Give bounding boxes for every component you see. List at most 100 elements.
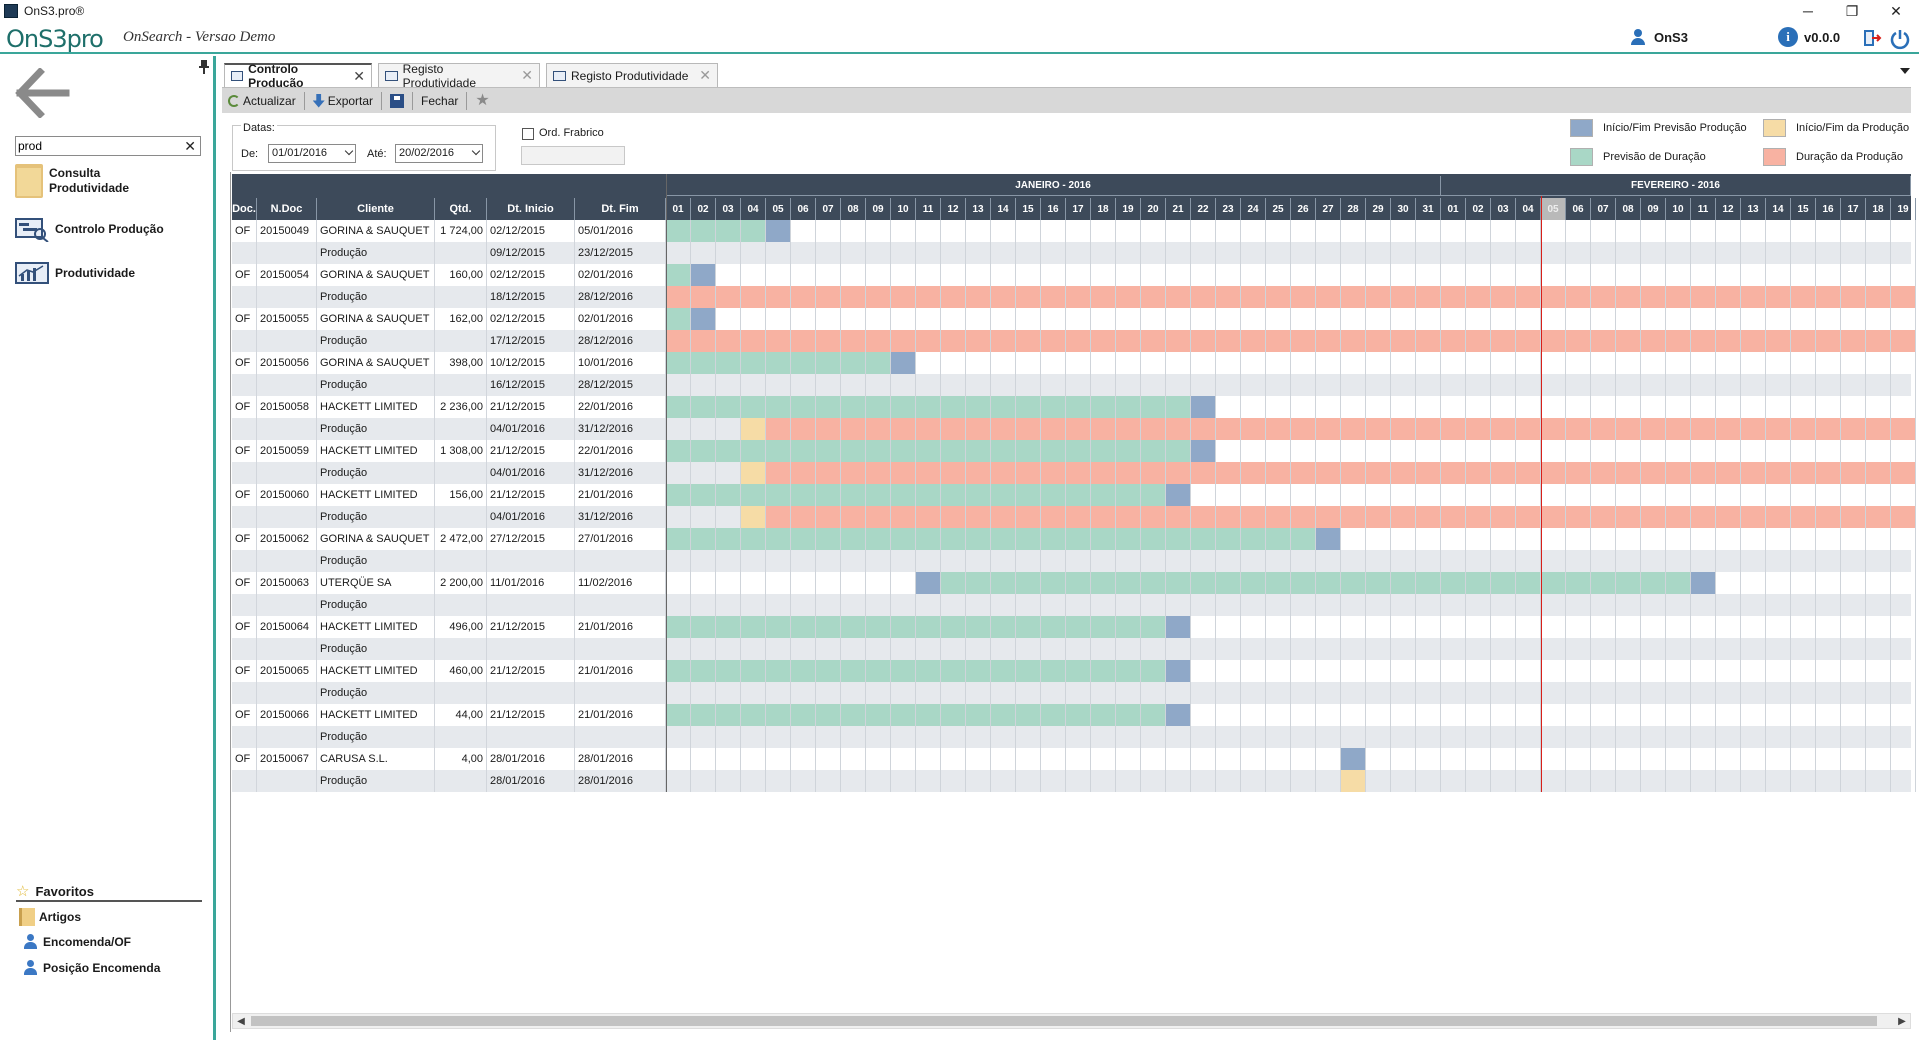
table-row[interactable]: OF 20150067 CARUSA S.L. 4,00 28/01/2016 28/01… bbox=[232, 748, 1916, 770]
table-row[interactable]: OF 20150062 GORINA & SAUQUET 2 472,00 27/12/… bbox=[232, 528, 1916, 550]
gantt-cell bbox=[1541, 440, 1566, 462]
gantt-bar-cell bbox=[741, 286, 766, 308]
table-row-producao[interactable]: Produção bbox=[232, 682, 1916, 704]
table-row-producao[interactable]: Produção 04/01/2016 31/12/2016 bbox=[232, 418, 1916, 440]
day-header: 11 bbox=[1691, 198, 1716, 220]
table-row-producao[interactable]: Produção 04/01/2016 31/12/2016 bbox=[232, 462, 1916, 484]
gantt-bar-cell bbox=[1516, 286, 1541, 308]
table-row-producao[interactable]: Produção 17/12/2015 28/12/2016 bbox=[232, 330, 1916, 352]
gantt-bar-cell bbox=[916, 660, 941, 682]
gantt-bar-cell bbox=[1241, 330, 1266, 352]
close-button[interactable]: Fechar bbox=[415, 90, 464, 112]
close-window-button[interactable]: ✕ bbox=[1890, 2, 1902, 19]
table-row-producao[interactable]: Produção 28/01/2016 28/01/2016 bbox=[232, 770, 1916, 792]
gantt-cell bbox=[1791, 264, 1816, 286]
column-header-dt-fim[interactable]: Dt. Fim bbox=[575, 198, 666, 220]
gantt-cell bbox=[941, 748, 966, 770]
exit-icon[interactable] bbox=[1862, 28, 1882, 48]
tab-registo-produtividade-2[interactable]: Registo Produtividade ✕ bbox=[546, 63, 718, 87]
table-row[interactable]: OF 20150056 GORINA & SAUQUET 398,00 10/12/20… bbox=[232, 352, 1916, 374]
scroll-left-icon[interactable]: ◀ bbox=[237, 1015, 245, 1027]
table-row[interactable]: OF 20150049 GORINA & SAUQUET 1 724,00 02/12/… bbox=[232, 220, 1916, 242]
pin-icon[interactable] bbox=[198, 60, 210, 74]
power-icon[interactable] bbox=[1889, 28, 1911, 50]
version-info[interactable]: i v0.0.0 bbox=[1778, 27, 1840, 47]
scrollbar-thumb[interactable] bbox=[251, 1016, 1877, 1026]
search-input[interactable] bbox=[16, 137, 176, 155]
tab-overflow-icon[interactable] bbox=[1900, 68, 1910, 74]
gantt-cell bbox=[1116, 352, 1141, 374]
gantt-bar-cell bbox=[1291, 528, 1316, 550]
gantt-cell bbox=[1841, 704, 1866, 726]
column-header-cliente[interactable]: Cliente bbox=[317, 198, 435, 220]
favorite-artigos[interactable]: Artigos bbox=[19, 908, 81, 926]
table-row[interactable]: OF 20150065 HACKETT LIMITED 460,00 21/12/201… bbox=[232, 660, 1916, 682]
cell-doc bbox=[232, 330, 257, 352]
from-date-picker[interactable]: 01/01/2016 bbox=[268, 144, 356, 163]
table-row[interactable]: OF 20150064 HACKETT LIMITED 496,00 21/12/201… bbox=[232, 616, 1916, 638]
cell-fim: 11/02/2016 bbox=[575, 572, 666, 594]
table-row-producao[interactable]: Produção 04/01/2016 31/12/2016 bbox=[232, 506, 1916, 528]
ord-fabrico-input[interactable] bbox=[521, 146, 625, 165]
table-row-producao[interactable]: Produção 09/12/2015 23/12/2015 bbox=[232, 242, 1916, 264]
gantt-cell bbox=[1166, 682, 1191, 704]
menu-item-produtividade[interactable]: Produtividade bbox=[15, 262, 135, 284]
clear-search-icon[interactable]: ✕ bbox=[184, 138, 196, 154]
table-row[interactable]: OF 20150055 GORINA & SAUQUET 162,00 02/12/20… bbox=[232, 308, 1916, 330]
table-row[interactable]: OF 20150060 HACKETT LIMITED 156,00 21/12/201… bbox=[232, 484, 1916, 506]
save-button[interactable] bbox=[384, 90, 410, 112]
gantt-cell bbox=[716, 682, 741, 704]
favorite-posicao-encomenda[interactable]: Posição Encomenda bbox=[19, 960, 160, 976]
table-row-producao[interactable]: Produção bbox=[232, 638, 1916, 660]
close-icon[interactable]: ✕ bbox=[521, 67, 533, 83]
gantt-cell bbox=[1566, 550, 1591, 572]
gantt-cell bbox=[1316, 660, 1341, 682]
menu-item-controlo-producao[interactable]: Controlo Produção bbox=[15, 216, 164, 242]
cell-ini: 02/12/2015 bbox=[487, 264, 575, 286]
table-row[interactable]: OF 20150063 UTERQÜE SA 2 200,00 11/01/2016 11… bbox=[232, 572, 1916, 594]
tab-registo-produtividade-1[interactable]: Registo Produtividade ✕ bbox=[378, 62, 540, 90]
gantt-cell bbox=[1291, 660, 1316, 682]
to-date-picker[interactable]: 20/02/2016 bbox=[395, 144, 483, 163]
close-icon[interactable]: ✕ bbox=[353, 67, 365, 84]
cell-doc bbox=[232, 286, 257, 308]
ord-fabrico-checkbox[interactable] bbox=[522, 128, 534, 140]
horizontal-scrollbar[interactable]: ◀ ▶ bbox=[232, 1013, 1911, 1029]
gantt-cell bbox=[941, 352, 966, 374]
back-arrow-icon[interactable] bbox=[14, 68, 70, 118]
tab-controlo-producao[interactable]: Controlo Produção ✕ bbox=[224, 62, 372, 90]
table-row[interactable]: OF 20150066 HACKETT LIMITED 44,00 21/12/2015… bbox=[232, 704, 1916, 726]
column-header-ndoc[interactable]: N.Doc bbox=[257, 198, 317, 220]
menu-item-consulta-produtividade[interactable]: Consulta Produtividade bbox=[15, 164, 139, 198]
gantt-cell bbox=[716, 550, 741, 572]
gantt-bar-cell bbox=[991, 704, 1016, 726]
export-button[interactable]: Exportar bbox=[307, 90, 379, 112]
day-header: 21 bbox=[1166, 198, 1191, 220]
scroll-right-icon[interactable]: ▶ bbox=[1898, 1015, 1906, 1027]
column-header-dt-inicio[interactable]: Dt. Inicio bbox=[487, 198, 575, 220]
favorite-encomenda-of[interactable]: Encomenda/OF bbox=[19, 934, 131, 950]
close-icon[interactable]: ✕ bbox=[699, 67, 711, 83]
refresh-button[interactable]: Actualizar bbox=[222, 90, 302, 112]
table-row-producao[interactable]: Produção 18/12/2015 28/12/2016 bbox=[232, 286, 1916, 308]
table-row-producao[interactable]: Produção bbox=[232, 726, 1916, 748]
table-row-producao[interactable]: Produção 16/12/2015 28/12/2015 bbox=[232, 374, 1916, 396]
gantt-bar-cell bbox=[891, 352, 916, 374]
gantt-cell bbox=[1791, 374, 1816, 396]
cell-ini: 09/12/2015 bbox=[487, 242, 575, 264]
restore-button[interactable]: ❐ bbox=[1845, 2, 1859, 19]
minimize-button[interactable]: ─ bbox=[1803, 3, 1813, 19]
table-row[interactable]: OF 20150054 GORINA & SAUQUET 160,00 02/12/20… bbox=[232, 264, 1916, 286]
gantt-bar-cell bbox=[1341, 286, 1366, 308]
favorite-button[interactable]: ★ bbox=[469, 90, 495, 112]
table-row-producao[interactable]: Produção bbox=[232, 594, 1916, 616]
gantt-bar-cell bbox=[1666, 286, 1691, 308]
gantt-cell bbox=[716, 594, 741, 616]
user-menu[interactable]: OnS3 bbox=[1630, 29, 1688, 45]
table-row[interactable]: OF 20150058 HACKETT LIMITED 2 236,00 21/12/2… bbox=[232, 396, 1916, 418]
table-row[interactable]: OF 20150059 HACKETT LIMITED 1 308,00 21/12/2… bbox=[232, 440, 1916, 462]
table-row-producao[interactable]: Produção bbox=[232, 550, 1916, 572]
column-header-qtd[interactable]: Qtd. bbox=[435, 198, 487, 220]
gantt-bar-cell bbox=[1666, 462, 1691, 484]
column-header-doc[interactable]: Doc. bbox=[232, 198, 257, 220]
